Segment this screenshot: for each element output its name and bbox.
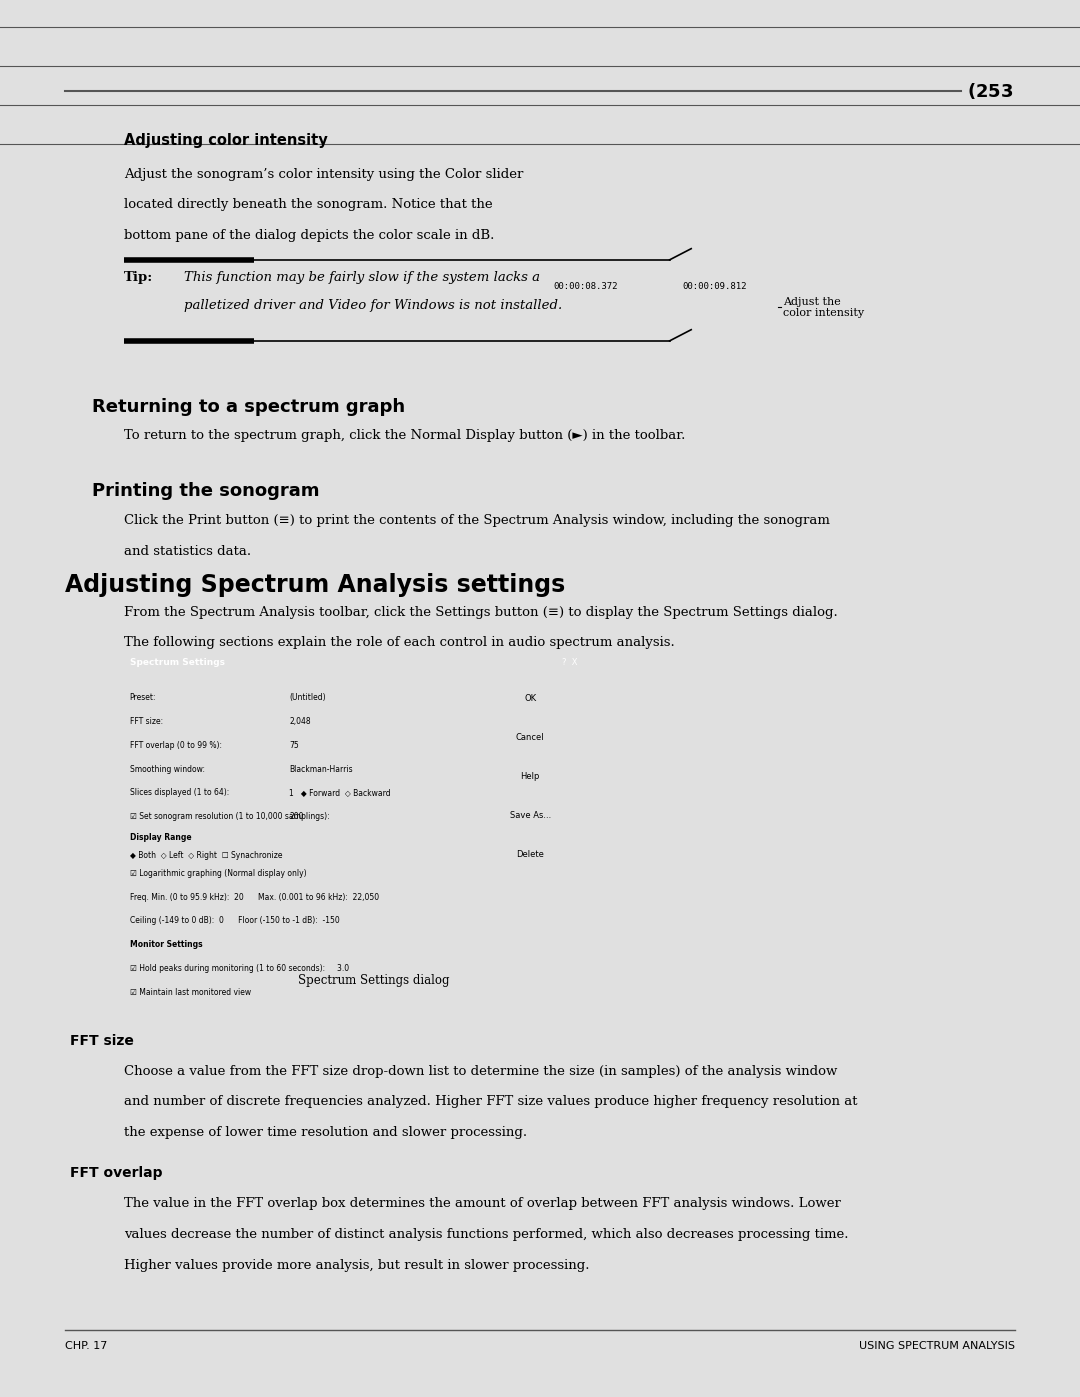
Bar (612, 306, 651, 331)
Bar (545, 312, 772, 326)
Text: ☑ Logarithmic graphing (Normal display only): ☑ Logarithmic graphing (Normal display o… (130, 869, 307, 877)
Text: Tip:: Tip: (124, 271, 153, 284)
Text: Blackman-Harris: Blackman-Harris (289, 764, 353, 774)
Text: Delete: Delete (516, 851, 544, 859)
FancyBboxPatch shape (0, 66, 1080, 1397)
Text: Returning to a spectrum graph: Returning to a spectrum graph (92, 398, 405, 416)
Text: Higher values provide more analysis, but result in slower processing.: Higher values provide more analysis, but… (124, 1259, 590, 1271)
Text: Ceiling (-149 to 0 dB):  0      Floor (-150 to -1 dB):  -150: Ceiling (-149 to 0 dB): 0 Floor (-150 to… (130, 916, 339, 925)
Text: $\mathbf{(253}$: $\mathbf{(253}$ (967, 81, 1013, 101)
Text: This function may be fairly slow if the system lacks a: This function may be fairly slow if the … (184, 271, 540, 284)
Text: and number of discrete frequencies analyzed. Higher FFT size values produce high: and number of discrete frequencies analy… (124, 1095, 858, 1108)
Text: Adjust the
color intensity: Adjust the color intensity (783, 296, 864, 319)
Bar (592, 205, 615, 268)
Text: Choose a value from the FFT size drop-down list to determine the size (in sample: Choose a value from the FFT size drop-do… (124, 1065, 838, 1077)
Text: FFT size:: FFT size: (130, 717, 163, 726)
Text: FFT size: FFT size (70, 1034, 134, 1048)
Text: ?  X: ? X (562, 658, 577, 666)
FancyBboxPatch shape (0, 105, 1080, 1397)
Text: Monitor Settings: Monitor Settings (130, 940, 202, 949)
Bar (125, 780, 577, 802)
Text: Spectrum Settings dialog: Spectrum Settings dialog (298, 974, 449, 986)
Bar (125, 756, 577, 778)
Text: OK: OK (524, 694, 537, 703)
Text: 00:00:08.372: 00:00:08.372 (553, 282, 618, 291)
Text: Help: Help (521, 773, 540, 781)
Text: FFT overlap: FFT overlap (70, 1166, 163, 1180)
Text: From the Spectrum Analysis toolbar, click the Settings button (≡) to display the: From the Spectrum Analysis toolbar, clic… (124, 606, 838, 619)
Text: To return to the spectrum graph, click the Normal Display button (►) in the tool: To return to the spectrum graph, click t… (124, 429, 686, 441)
Text: Smoothing window:: Smoothing window: (130, 764, 204, 774)
Text: the expense of lower time resolution and slower processing.: the expense of lower time resolution and… (124, 1126, 527, 1139)
Bar (125, 732, 577, 754)
Bar (638, 205, 661, 268)
Text: located directly beneath the sonogram. Notice that the: located directly beneath the sonogram. N… (124, 198, 492, 211)
Text: FFT overlap (0 to 99 %):: FFT overlap (0 to 99 %): (130, 740, 221, 750)
FancyBboxPatch shape (540, 203, 778, 342)
Text: USING SPECTRUM ANALYSIS: USING SPECTRUM ANALYSIS (860, 1341, 1015, 1351)
Bar (661, 205, 685, 268)
FancyBboxPatch shape (124, 650, 578, 957)
Text: 200: 200 (289, 812, 303, 821)
Bar (568, 205, 592, 268)
Bar (707, 205, 731, 268)
Text: (Untitled): (Untitled) (289, 693, 326, 703)
Bar (286, 711, 346, 729)
Text: ☑ Set sonogram resolution (1 to 10,000 samplings):: ☑ Set sonogram resolution (1 to 10,000 s… (130, 812, 329, 821)
Text: Adjusting color intensity: Adjusting color intensity (124, 133, 328, 148)
Bar (124, 650, 578, 675)
Text: Save As...: Save As... (510, 812, 551, 820)
Bar (615, 205, 638, 268)
Text: The following sections explain the role of each control in audio spectrum analys: The following sections explain the role … (124, 636, 675, 648)
Bar (125, 708, 577, 731)
Text: Adjusting Spectrum Analysis settings: Adjusting Spectrum Analysis settings (65, 573, 565, 597)
Text: Cancel: Cancel (516, 733, 544, 742)
Text: CHP. 17: CHP. 17 (65, 1341, 107, 1351)
Text: Spectrum Settings: Spectrum Settings (130, 658, 225, 666)
Bar (286, 782, 346, 800)
Text: Adjust the sonogram’s color intensity using the Color slider: Adjust the sonogram’s color intensity us… (124, 168, 524, 180)
Bar (125, 685, 577, 707)
Bar (286, 806, 346, 824)
Bar (685, 205, 707, 268)
Text: values decrease the number of distinct analysis functions performed, which also : values decrease the number of distinct a… (124, 1228, 849, 1241)
Text: Printing the sonogram: Printing the sonogram (92, 482, 320, 500)
Text: Freq. Min. (0 to 95.9 kHz):  20      Max. (0.001 to 96 kHz):  22,050: Freq. Min. (0 to 95.9 kHz): 20 Max. (0.0… (130, 893, 379, 901)
Bar (286, 735, 346, 753)
Text: Click the Print button (≡) to print the contents of the Spectrum Analysis window: Click the Print button (≡) to print the … (124, 514, 831, 527)
Text: 2,048: 2,048 (289, 717, 311, 726)
Text: Preset:: Preset: (130, 693, 157, 703)
Text: Display Range: Display Range (130, 833, 191, 841)
Text: palletized driver and Video for Windows is not installed.: palletized driver and Video for Windows … (184, 299, 562, 312)
FancyBboxPatch shape (0, 144, 1080, 1397)
Bar (545, 205, 568, 268)
Text: 75: 75 (289, 740, 299, 750)
Bar (125, 803, 577, 826)
Bar (286, 759, 346, 777)
FancyBboxPatch shape (0, 27, 1080, 1397)
Text: bottom pane of the dialog depicts the color scale in dB.: bottom pane of the dialog depicts the co… (124, 229, 495, 242)
Text: Slices displayed (1 to 64):: Slices displayed (1 to 64): (130, 788, 229, 798)
Text: and statistics data.: and statistics data. (124, 545, 252, 557)
Text: ☑ Hold peaks during monitoring (1 to 60 seconds):     3.0: ☑ Hold peaks during monitoring (1 to 60 … (130, 964, 349, 972)
Text: 1   ◆ Forward  ◇ Backward: 1 ◆ Forward ◇ Backward (289, 788, 391, 798)
Text: 00:00:09.812: 00:00:09.812 (683, 282, 746, 291)
Bar (286, 687, 346, 705)
Text: ☑ Maintain last monitored view: ☑ Maintain last monitored view (130, 988, 251, 996)
Text: The value in the FFT overlap box determines the amount of overlap between FFT an: The value in the FFT overlap box determi… (124, 1197, 841, 1210)
Text: ◆ Both  ◇ Left  ◇ Right  ☐ Synachronize: ◆ Both ◇ Left ◇ Right ☐ Synachronize (130, 851, 282, 859)
